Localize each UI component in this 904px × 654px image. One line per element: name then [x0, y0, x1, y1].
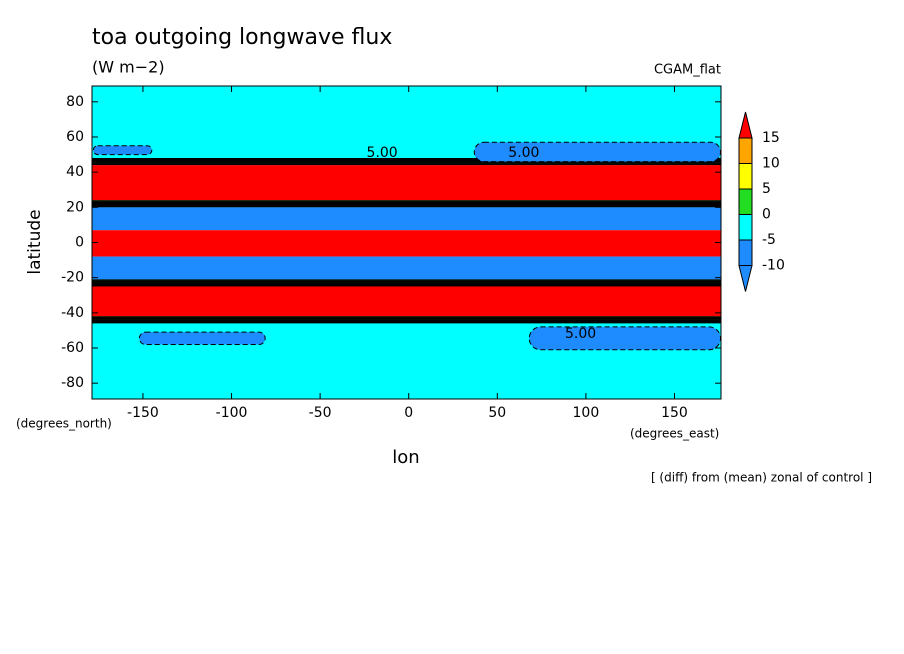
- colorbar-min: [738, 265, 753, 292]
- y-tick-label: -80: [61, 375, 84, 391]
- x-tick-label: 150: [661, 405, 688, 421]
- colorbar-label: -10: [762, 258, 785, 274]
- colorbar-label: -5: [762, 232, 776, 248]
- x-units: (degrees_east): [630, 427, 719, 441]
- colorbar-label: 0: [762, 207, 771, 223]
- patch: [528, 326, 722, 351]
- y-tick-label: 80: [66, 94, 84, 110]
- filled-band: [92, 207, 721, 231]
- colorbar-box: [738, 214, 753, 241]
- colorbar-label: 15: [762, 130, 780, 146]
- contour-label: 5.00: [367, 145, 398, 161]
- contour-label: 5.00: [508, 145, 539, 161]
- colorbar-box: [738, 239, 753, 266]
- patch: [92, 145, 153, 156]
- y-tick-label: -20: [61, 270, 84, 286]
- x-tick-label: 0: [404, 405, 413, 421]
- model-name: CGAM_flat: [654, 63, 721, 78]
- filled-band: [92, 230, 721, 257]
- colorbar-box: [738, 163, 753, 190]
- y-tick-label: 0: [75, 235, 84, 251]
- y-tick-label: 60: [66, 129, 84, 145]
- x-tick-label: -100: [216, 405, 248, 421]
- patch: [138, 331, 266, 345]
- y-tick-label: -40: [61, 305, 84, 321]
- filled-band: [92, 286, 721, 317]
- colorbar-max: [738, 111, 753, 139]
- colorbar-box: [738, 137, 753, 164]
- footnote: [ (diff) from (mean) zonal of control ]: [651, 471, 872, 485]
- x-tick-label: -150: [127, 405, 159, 421]
- x-tick-label: 100: [573, 405, 600, 421]
- contour-label: 5.00: [565, 326, 596, 342]
- subtitle: (W m−2): [92, 58, 165, 77]
- x-tick-label: 50: [488, 405, 506, 421]
- filled-band: [92, 165, 721, 201]
- y-axis-label: latitude: [25, 209, 45, 274]
- y-tick-label: -60: [61, 340, 84, 356]
- filled-band: [92, 256, 721, 280]
- colorbar-label: 5: [762, 181, 771, 197]
- x-tick-label: -50: [309, 405, 332, 421]
- y-units: (degrees_north): [16, 417, 112, 431]
- y-tick-label: 20: [66, 199, 84, 215]
- colorbar-box: [738, 188, 753, 215]
- chart-title: toa outgoing longwave flux: [92, 25, 392, 50]
- colorbar-label: 10: [762, 156, 780, 172]
- x-axis-label: lon: [392, 447, 419, 468]
- y-tick-label: 40: [66, 164, 84, 180]
